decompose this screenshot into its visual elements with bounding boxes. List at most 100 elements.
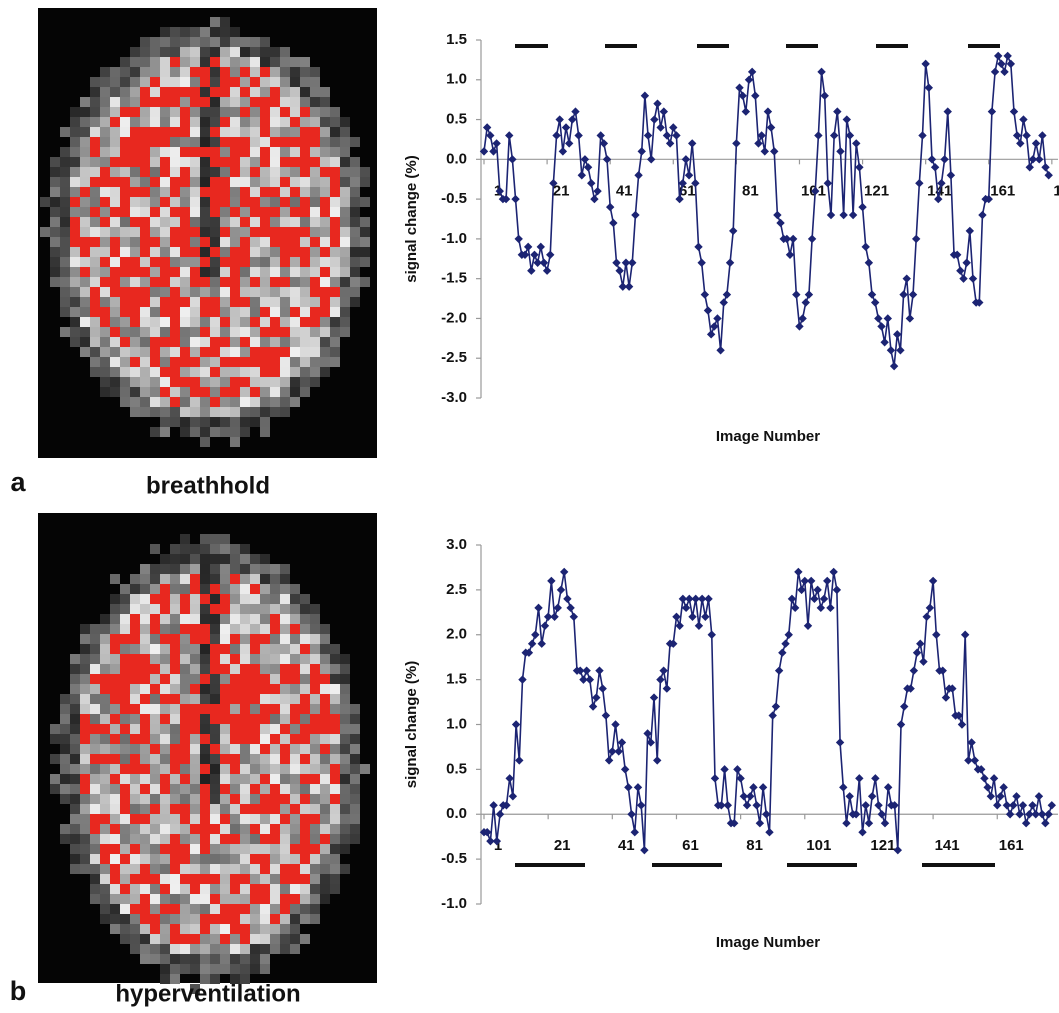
brain-voxel [330, 744, 340, 754]
data-point [953, 250, 962, 259]
brain-voxel [330, 227, 340, 237]
brain-voxel [110, 287, 120, 297]
brain-voxel [80, 257, 90, 267]
data-point [967, 738, 976, 747]
brain-voxel [150, 337, 160, 347]
brain-voxel [270, 724, 280, 734]
brain-voxel [300, 207, 310, 217]
brain-voxel [260, 127, 270, 137]
brain-voxel [260, 347, 270, 357]
brain-voxel [110, 67, 120, 77]
brain-voxel [230, 367, 240, 377]
brain-voxel [150, 197, 160, 207]
brain-voxel [270, 604, 280, 614]
y-tick-label: -2.5 [441, 349, 467, 366]
brain-voxel [320, 267, 330, 277]
brain-voxel [200, 117, 210, 127]
brain-voxel [290, 117, 300, 127]
brain-voxel [140, 367, 150, 377]
brain-voxel [230, 914, 240, 924]
brain-voxel [110, 864, 120, 874]
brain-voxel [250, 774, 260, 784]
brain-voxel [110, 307, 120, 317]
brain-voxel [200, 107, 210, 117]
brain-voxel [80, 724, 90, 734]
brain-voxel [240, 854, 250, 864]
brain-voxel [200, 67, 210, 77]
brain-voxel [320, 814, 330, 824]
brain-voxel [240, 197, 250, 207]
brain-voxel [350, 774, 360, 784]
brain-voxel [60, 277, 70, 287]
brain-voxel [230, 684, 240, 694]
brain-voxel [170, 674, 180, 684]
brain-voxel [130, 337, 140, 347]
data-point [534, 603, 543, 613]
brain-voxel [280, 714, 290, 724]
brain-voxel [320, 784, 330, 794]
brain-voxel [170, 307, 180, 317]
brain-voxel [240, 167, 250, 177]
brain-voxel [280, 924, 290, 934]
data-point [489, 147, 498, 156]
y-tick-label: 1.5 [446, 671, 467, 688]
brain-voxel [310, 744, 320, 754]
brain-voxel [250, 197, 260, 207]
brain-voxel [120, 157, 130, 167]
brain-voxel [220, 237, 230, 247]
brain-voxel [170, 27, 180, 37]
brain-voxel [170, 644, 180, 654]
brain-voxel [70, 237, 80, 247]
brain-voxel [260, 197, 270, 207]
brain-voxel [200, 744, 210, 754]
brain-voxel [130, 147, 140, 157]
brain-voxel [240, 944, 250, 954]
brain-voxel [270, 247, 280, 257]
data-point [662, 684, 672, 693]
data-point [906, 684, 915, 693]
brain-voxel [100, 187, 110, 197]
brain-voxel [320, 347, 330, 357]
brain-voxel [210, 77, 220, 87]
brain-voxel [150, 784, 160, 794]
brain-voxel [130, 387, 140, 397]
brain-voxel [70, 834, 80, 844]
brain-voxel [160, 734, 170, 744]
y-tick-label: 0.0 [446, 150, 467, 167]
brain-voxel [300, 357, 310, 367]
brain-voxel [130, 644, 140, 654]
brain-voxel [160, 397, 170, 407]
brain-voxel [290, 844, 300, 854]
brain-voxel [140, 117, 150, 127]
brain-voxel [270, 714, 280, 724]
brain-voxel [220, 764, 230, 774]
brain-voxel [180, 624, 190, 634]
brain-voxel [280, 197, 290, 207]
data-point [627, 810, 636, 819]
brain-voxel [240, 564, 250, 574]
brain-voxel [260, 604, 270, 614]
brain-voxel [230, 97, 240, 107]
brain-voxel [110, 714, 120, 724]
brain-voxel [100, 714, 110, 724]
brain-voxel [120, 137, 130, 147]
brain-voxel [90, 654, 100, 664]
brain-voxel [110, 347, 120, 357]
brain-voxel [320, 367, 330, 377]
brain-voxel [300, 774, 310, 784]
brain-voxel [90, 297, 100, 307]
brain-voxel [260, 67, 270, 77]
brain-voxel [210, 604, 220, 614]
brain-voxel [270, 814, 280, 824]
data-point [502, 801, 511, 810]
brain-voxel [240, 237, 250, 247]
brain-voxel [100, 287, 110, 297]
brain-voxel [320, 167, 330, 177]
brain-voxel [260, 97, 270, 107]
brain-voxel [340, 307, 350, 317]
brain-voxel [90, 157, 100, 167]
brain-voxel [140, 247, 150, 257]
brain-voxel [150, 904, 160, 914]
brain-voxel [70, 167, 80, 177]
brain-voxel [310, 814, 320, 824]
